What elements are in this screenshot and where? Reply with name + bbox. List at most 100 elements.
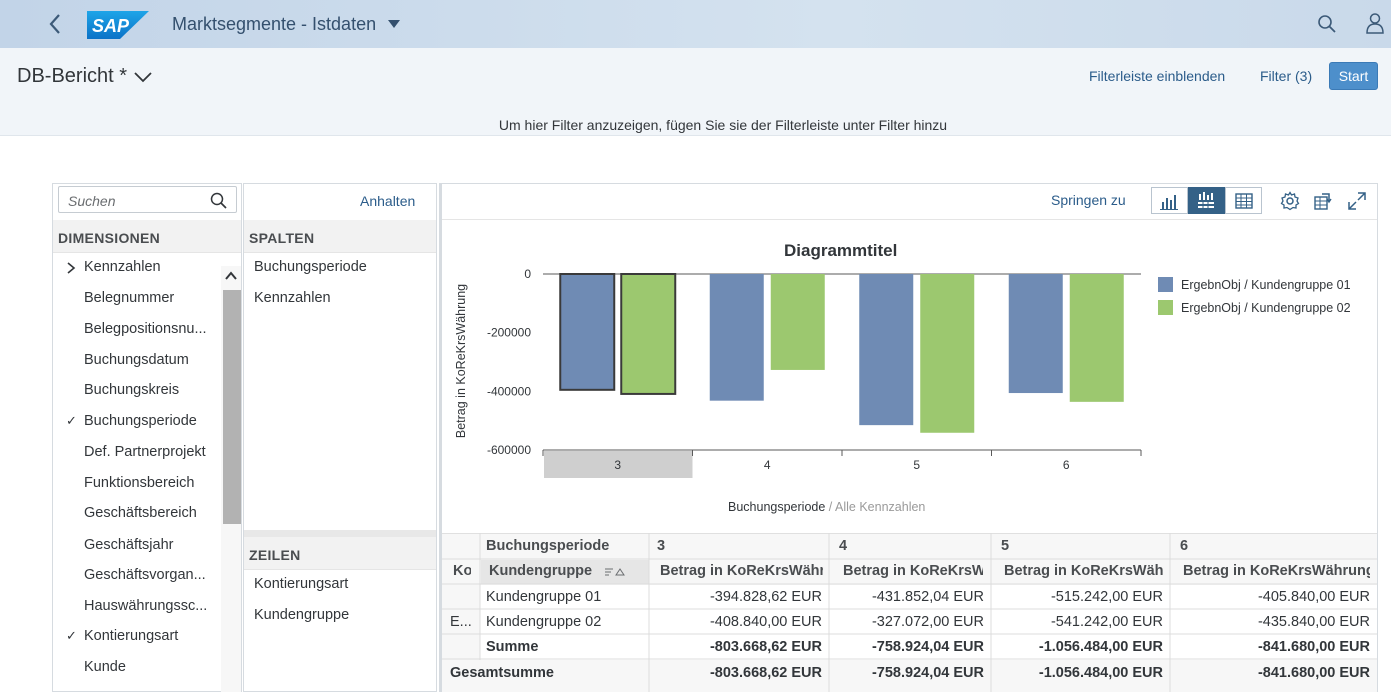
dimensions-header: DIMENSIONEN [53,220,241,253]
dimension-item[interactable]: Buchungskreis [84,382,180,398]
legend-label-series-1[interactable]: ErgebnObj / Kundengruppe 01 [1181,278,1351,292]
dimension-item[interactable]: Geschäftsbereich [84,505,197,521]
table-cell: -515.242,00 EUR [1050,589,1163,605]
table-period-header[interactable]: 5 [1001,538,1010,554]
jump-to-link[interactable]: Springen zu [1051,192,1126,208]
table-cell: -1.056.484,00 EUR [1038,665,1163,681]
bar-series-1-period-3 [559,273,616,391]
table-measure-header[interactable]: Betrag in KoReKrsWährung [843,563,983,579]
column-item[interactable]: Buchungsperiode [254,259,367,275]
search-icon[interactable] [1317,14,1337,34]
bar-series-2-period-5 [920,274,975,433]
dimension-item[interactable]: Def. Partnerprojekt [84,444,206,460]
bar-series-2-period-3 [620,273,677,395]
dimension-item[interactable]: Kunde [84,659,126,675]
table-measure-header[interactable]: Betrag in KoReKrsWährung [1004,563,1163,579]
caret-down-icon[interactable] [388,20,400,28]
back-icon[interactable] [44,12,68,36]
table-measure-header[interactable]: Betrag in KoReKrsWährung [1183,563,1370,579]
dimension-item[interactable]: Buchungsperiode [84,413,197,429]
columns-header: SPALTEN [244,220,436,253]
toolbar-divider [442,219,1377,220]
page-header: DB-Bericht * Filterleiste einblenden Fil… [0,48,1391,136]
table-total-label[interactable]: Gesamtsumme [450,665,554,681]
rows-header: ZEILEN [244,537,436,570]
show-filterbar-link[interactable]: Filterleiste einblenden [1089,68,1226,84]
filter-link[interactable]: Filter (3) [1260,68,1313,84]
table-cell: -327.072,00 EUR [871,614,984,630]
chevron-down-icon[interactable] [134,71,152,83]
sort-icon[interactable] [604,567,626,577]
kundengruppe-header-bg [481,560,649,584]
start-button[interactable]: Start [1329,62,1378,90]
filter-hint-text: Um hier Filter anzuzeigen, fügen Sie sie… [498,117,948,133]
chart-icon [1160,195,1178,210]
table-row-label[interactable]: Kundengruppe 02 [486,614,602,630]
legend-label-series-2[interactable]: ErgebnObj / Kundengruppe 02 [1181,301,1351,315]
table-row-dimension-2[interactable]: Kundengruppe [489,563,593,579]
sap-logo[interactable]: SAP [87,11,149,39]
search-placeholder: Suchen [68,193,116,209]
x-tick-label: 3 [614,458,621,472]
chart-table-view-button[interactable] [1188,187,1225,214]
chevron-up-icon[interactable] [224,271,238,281]
export-icon[interactable] [1313,191,1333,211]
bar-series-2-period-4 [770,274,825,370]
search-input[interactable]: Suchen [58,186,237,213]
table-cell: -408.840,00 EUR [709,614,822,630]
dimension-item[interactable]: Kontierungsart [84,628,179,644]
dimension-item[interactable]: Belegnummer [84,290,175,306]
y-tick-label: 0 [524,267,531,281]
dimension-item[interactable]: Geschäftsvorgan... [84,567,206,583]
panel-divider[interactable] [244,530,436,537]
table-row-dimension-1[interactable]: Ko [453,563,471,579]
table-cell: -803.668,62 EUR [709,665,822,681]
x-axis-suffix: / Alle Kennzahlen [825,500,926,514]
table-measure-header[interactable]: Betrag in KoReKrsWährung [660,563,823,579]
legend-swatch-series-1 [1158,277,1173,292]
table-icon [1235,193,1253,209]
y-tick-label: -200000 [487,326,531,340]
x-tick-label: 5 [913,458,920,472]
table-group-label[interactable]: E... [450,614,472,630]
search-icon[interactable] [210,192,227,209]
column-item[interactable]: Kennzahlen [254,290,331,306]
scrollbar-thumb[interactable] [223,290,241,524]
dimension-item[interactable]: Belegpositionsnu... [84,321,207,337]
dimension-item-kennzahlen[interactable]: Kennzahlen [84,259,161,275]
selected-category-band [544,451,693,478]
bar-series-1-period-4 [709,274,764,401]
dimension-item[interactable]: Geschäftsjahr [84,537,174,553]
dimension-item[interactable]: Buchungsdatum [84,352,189,368]
row-item[interactable]: Kontierungsart [254,576,349,592]
dimensions-panel [52,183,242,692]
dimension-item[interactable]: Funktionsbereich [84,475,195,491]
row-item[interactable]: Kundengruppe [254,607,350,623]
table-period-header[interactable]: 3 [657,538,666,554]
pause-link[interactable]: Anhalten [360,193,416,209]
table-row-label[interactable]: Kundengruppe 01 [486,589,602,605]
table-column-dimension[interactable]: Buchungsperiode [486,538,610,554]
table-data-area [480,585,1377,660]
table-period-header[interactable]: 6 [1180,538,1189,554]
table-cell: -841.680,00 EUR [1257,665,1370,681]
variant-title[interactable]: DB-Bericht * [17,65,128,87]
table-cell: -758.924,04 EUR [871,639,984,655]
dimension-item[interactable]: Hauswährungssc... [84,598,208,614]
table-cell: -758.924,04 EUR [871,665,984,681]
settings-icon[interactable] [1280,191,1300,211]
table-cell: -405.840,00 EUR [1257,589,1370,605]
table-subtotal-label[interactable]: Summe [486,639,539,655]
bar-series-1-period-5 [859,274,914,426]
x-axis-dimension: Buchungsperiode [728,500,826,514]
y-tick-label: -400000 [487,384,531,398]
app-title[interactable]: Marktsegmente - Istdaten [172,14,377,34]
table-view-button[interactable] [1225,187,1262,214]
table-period-header[interactable]: 4 [839,538,848,554]
user-icon[interactable] [1365,12,1385,34]
chevron-right-icon[interactable] [66,261,76,275]
fullscreen-icon[interactable] [1347,191,1367,211]
x-axis-title: Buchungsperiode / Alle Kennzahlen [728,500,925,514]
